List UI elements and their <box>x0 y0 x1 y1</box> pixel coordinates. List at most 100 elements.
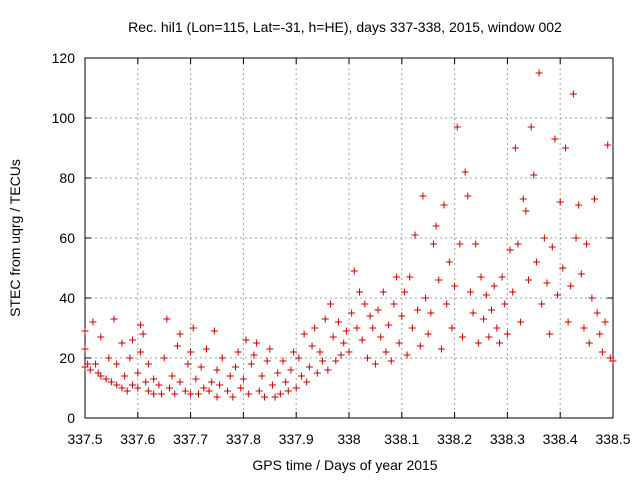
data-point <box>311 324 319 332</box>
data-point <box>171 390 179 398</box>
data-point <box>165 384 173 392</box>
axis-ticks: 337.5 337.6 337.7 337.8 337.9 338 338.1 338.2 33… <box>52 50 631 447</box>
data-point <box>506 246 514 254</box>
data-point <box>440 201 448 209</box>
data-point <box>123 387 131 395</box>
data-point <box>451 282 459 290</box>
data-point <box>247 360 255 368</box>
data-point <box>150 375 158 383</box>
data-point <box>113 360 121 368</box>
data-point <box>498 273 506 281</box>
data-point <box>464 192 472 200</box>
x-tick-label: 337.6 <box>120 431 155 447</box>
data-point <box>213 366 221 374</box>
data-point <box>493 324 501 332</box>
x-tick-label: 338.1 <box>384 431 419 447</box>
data-point <box>525 276 533 284</box>
data-point <box>374 306 382 314</box>
data-point <box>345 348 353 356</box>
data-point <box>284 387 292 395</box>
data-point <box>593 309 601 317</box>
data-point <box>432 222 440 230</box>
data-point <box>308 342 316 350</box>
data-point <box>160 354 168 362</box>
chart-title: Rec. hil1 (Lon=115, Lat=-31, h=HE), days… <box>128 19 562 35</box>
x-tick-label: 338 <box>337 431 361 447</box>
data-point <box>580 324 588 332</box>
data-point <box>411 231 419 239</box>
data-point <box>139 330 147 338</box>
data-point <box>113 381 121 389</box>
data-point <box>81 327 89 335</box>
y-axis-label: STEC from uqrg / TECUs <box>7 159 23 317</box>
y-tick-label: 80 <box>59 170 75 186</box>
data-point <box>187 390 195 398</box>
data-point <box>495 339 503 347</box>
data-point <box>530 171 538 179</box>
data-point <box>287 366 295 374</box>
data-point <box>255 387 263 395</box>
data-point <box>245 390 253 398</box>
data-point <box>319 357 327 365</box>
data-point <box>84 360 92 368</box>
data-point <box>366 312 374 320</box>
data-point <box>482 291 490 299</box>
data-point <box>350 267 358 275</box>
data-point <box>377 333 385 341</box>
data-point <box>224 387 232 395</box>
data-point <box>187 348 195 356</box>
data-point <box>234 348 242 356</box>
data-point <box>353 324 361 332</box>
data-point <box>400 288 408 296</box>
data-point <box>472 240 480 248</box>
data-point <box>569 90 577 98</box>
data-point <box>89 318 97 326</box>
data-point <box>577 270 585 278</box>
data-point <box>406 273 414 281</box>
data-point <box>176 378 184 386</box>
data-point <box>575 201 583 209</box>
data-point <box>598 348 606 356</box>
data-point <box>540 234 548 242</box>
data-point <box>340 339 348 347</box>
data-point <box>501 300 509 308</box>
data-point <box>313 369 321 377</box>
y-tick-label: 60 <box>59 230 75 246</box>
data-point <box>556 198 564 206</box>
data-point <box>271 393 279 401</box>
data-point <box>538 300 546 308</box>
data-point <box>239 375 247 383</box>
data-point <box>358 336 366 344</box>
data-point <box>250 351 258 359</box>
data-point <box>445 258 453 266</box>
data-point <box>424 330 432 338</box>
data-point <box>324 366 332 374</box>
data-point <box>414 306 422 314</box>
data-point <box>81 345 89 353</box>
data-point <box>348 309 356 317</box>
data-point <box>337 351 345 359</box>
data-point <box>150 390 158 398</box>
data-point <box>395 339 403 347</box>
data-point <box>332 357 340 365</box>
data-point <box>488 306 496 314</box>
data-point <box>601 318 609 326</box>
data-point <box>543 279 551 287</box>
data-point <box>456 240 464 248</box>
data-point <box>327 300 335 308</box>
data-point <box>192 375 200 383</box>
data-point <box>158 390 166 398</box>
data-point <box>564 318 572 326</box>
data-point <box>422 294 430 302</box>
data-point <box>459 333 467 341</box>
data-point <box>342 327 350 335</box>
data-point <box>295 354 303 362</box>
data-point <box>583 240 591 248</box>
data-point <box>385 321 393 329</box>
data-point <box>181 387 189 395</box>
data-point <box>208 378 216 386</box>
data-point <box>369 324 377 332</box>
data-point <box>477 273 485 281</box>
data-point <box>118 384 126 392</box>
